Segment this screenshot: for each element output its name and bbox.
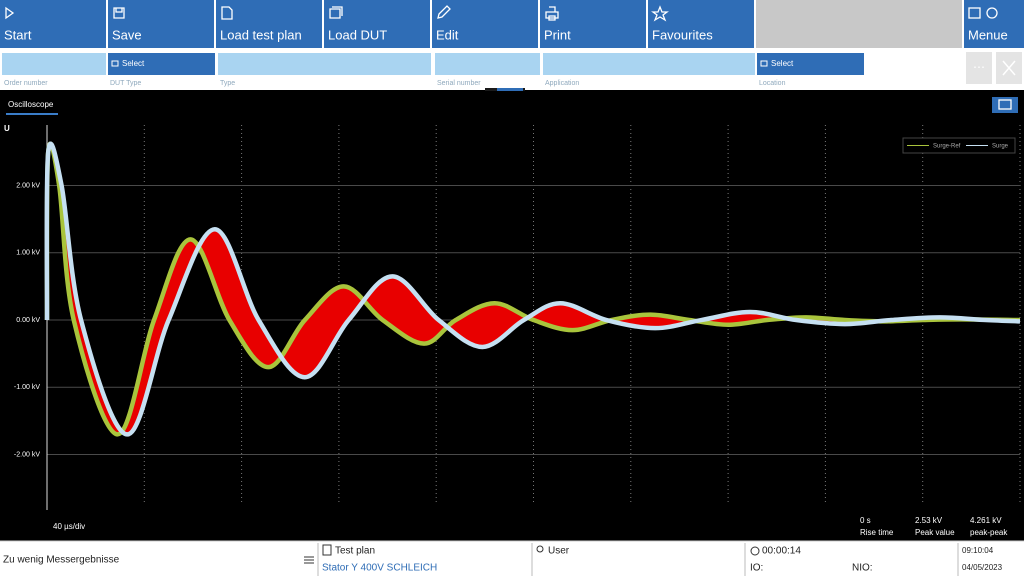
- date: 04/05/2023: [962, 563, 1003, 572]
- y-tick-label: 0.00 kV: [16, 317, 40, 324]
- power-icon: [986, 7, 998, 19]
- toolbar-button-label: Favourites: [652, 27, 713, 42]
- user-label: User: [548, 546, 570, 557]
- toolbar-button[interactable]: Save: [108, 0, 214, 48]
- io-label: IO:: [750, 563, 763, 574]
- test-plan-label: Test plan: [335, 546, 375, 557]
- toolbar-button-bg: [540, 0, 646, 48]
- test-plan-name[interactable]: Stator Y 400V SCHLEICH: [322, 563, 437, 574]
- legend: Surge-Ref Surge: [902, 137, 1016, 154]
- view-icon: [998, 99, 1012, 110]
- field-label: Serial number: [437, 80, 481, 87]
- input-field[interactable]: [218, 53, 431, 75]
- series-line: [44, 141, 1021, 437]
- toolbar-button-label: Save: [112, 27, 142, 42]
- select-button-label: Select: [122, 59, 145, 68]
- toolbar-button[interactable]: Load DUT: [324, 0, 430, 48]
- status-message: Zu wenig Messergebnisse: [3, 555, 120, 566]
- measurement-value: 0 s: [860, 516, 871, 525]
- menu-label: Menue: [968, 27, 1008, 42]
- toolbar-icon: [5, 6, 15, 20]
- field-label: Location: [759, 80, 786, 87]
- field-label: Type: [220, 80, 235, 87]
- toolbar-button[interactable]: Print: [540, 0, 646, 48]
- input-field[interactable]: [2, 53, 106, 75]
- tab-label[interactable]: Oscilloscope: [8, 100, 54, 109]
- select-button-bg: [757, 53, 864, 75]
- measurement-value: 2.53 kV: [915, 516, 943, 525]
- toolbar-icon: [221, 6, 233, 20]
- toolbar-icon: [113, 7, 125, 19]
- menu-icon: [968, 7, 981, 19]
- select-icon: [111, 60, 119, 67]
- plot: -2.00 kV -1.00 kV 0.00 kV 1.00 kV 2.00 kV Sur…: [14, 125, 1021, 510]
- legend-label: Surge: [992, 144, 1009, 150]
- more-icon: ⋯: [973, 60, 985, 74]
- toolbar-button-label: Start: [4, 27, 32, 42]
- toolbar-button[interactable]: Load test plan: [216, 0, 322, 48]
- field-label: Order number: [4, 80, 48, 87]
- view-button[interactable]: [992, 97, 1018, 113]
- legend-label: Surge-Ref: [933, 144, 961, 150]
- measurement-label: Rise time: [860, 528, 894, 537]
- y-axis-label: U: [4, 124, 10, 133]
- toolbar-icon: [545, 6, 559, 21]
- toolbar-icon: [329, 6, 343, 19]
- select-button[interactable]: Select: [108, 53, 215, 75]
- menu-button[interactable]: Menue: [964, 0, 1024, 48]
- select-button[interactable]: Select: [757, 53, 864, 75]
- select-button-bg: [108, 53, 215, 75]
- legend-box: [902, 137, 1016, 154]
- measurements: 0 s Rise time 2.53 kV Peak value 4.261 kV pea…: [860, 516, 1008, 537]
- toolbar-button-label: Print: [544, 27, 571, 42]
- tab-underline: [6, 113, 58, 115]
- clock-icon: [750, 546, 760, 556]
- input-field[interactable]: [435, 53, 540, 75]
- measurement-label: Peak value: [915, 528, 955, 537]
- toolbar-icon: [651, 5, 669, 22]
- select-icon: [760, 60, 768, 67]
- toolbar-button-bg: [216, 0, 322, 48]
- status-bar: [0, 541, 1024, 576]
- toolbar-button[interactable]: Favourites: [648, 0, 754, 48]
- list-icon[interactable]: [304, 556, 314, 564]
- doc-icon: [322, 544, 332, 556]
- toolbar-button-bg: [0, 0, 106, 48]
- toolbar-spacer: [756, 0, 962, 48]
- toolbar-icon: [437, 5, 451, 19]
- y-tick-label: -2.00 kV: [14, 451, 40, 458]
- measurement-value: 4.261 kV: [970, 516, 1002, 525]
- measurement-label: peak-peak: [970, 528, 1008, 537]
- nio-label: NIO:: [852, 563, 873, 574]
- field-label: DUT Type: [110, 80, 141, 87]
- more-button[interactable]: [966, 52, 992, 84]
- toolbar-button[interactable]: Start: [0, 0, 106, 48]
- x-axis-label: 40 µs/div: [53, 522, 85, 531]
- toolbar-button-bg: [108, 0, 214, 48]
- time: 09:10:04: [962, 546, 994, 555]
- toolbar-button-label: Load DUT: [328, 27, 387, 42]
- toolbar-button-label: Edit: [436, 27, 459, 42]
- timer: 00:00:14: [762, 546, 801, 557]
- y-tick-label: 2.00 kV: [16, 182, 40, 189]
- toolbar-button[interactable]: Edit: [432, 0, 538, 48]
- input-field[interactable]: [543, 53, 755, 75]
- field-label: Application: [545, 80, 579, 87]
- clear-icon: [1002, 60, 1016, 76]
- y-tick-label: 1.00 kV: [16, 250, 40, 257]
- y-tick-label: -1.00 kV: [14, 384, 40, 391]
- toolbar-button-bg: [648, 0, 754, 48]
- user-icon: [536, 545, 544, 553]
- difference-area: [46, 143, 1021, 435]
- splitter-handle[interactable]: [497, 88, 523, 91]
- series-line: [44, 141, 1021, 437]
- select-button-label: Select: [771, 59, 794, 68]
- toolbar-button-label: Load test plan: [220, 27, 302, 42]
